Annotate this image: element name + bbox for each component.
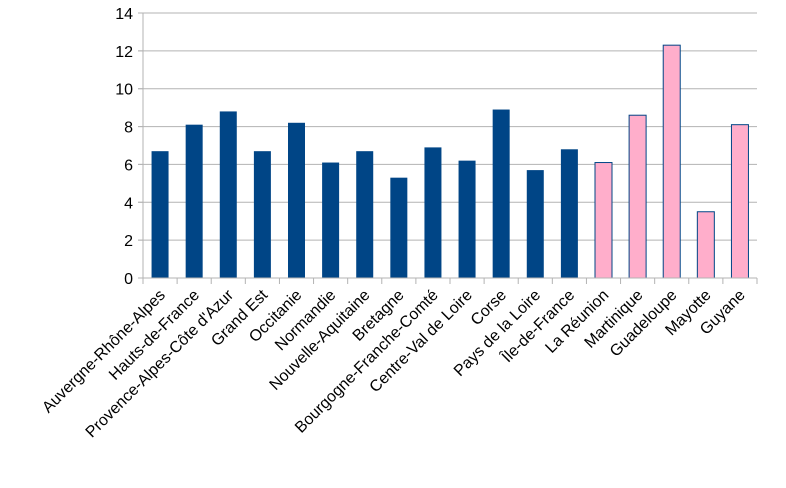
y-tick-label: 8 [124, 120, 133, 137]
bar-nouvelle-aquitaine [356, 151, 374, 278]
y-tick-label: 6 [124, 157, 133, 174]
y-tick-label: 0 [124, 271, 133, 288]
y-axis-tick-labels: 0 2 4 6 8 10 12 14 [115, 6, 133, 288]
y-tick-label: 14 [115, 6, 133, 23]
x-axis-category-labels: Auvergne-Rhône-AlpesHauts-de-FranceProve… [39, 285, 749, 441]
bar-corse [492, 109, 510, 279]
bar-bretagne [390, 177, 408, 278]
bar-mayotte [696, 211, 715, 279]
y-tick-label: 10 [115, 82, 133, 99]
bar-hauts-de-france [185, 124, 203, 278]
x-category-label: Provence-Alpes-Côte d'Azur [83, 286, 238, 441]
y-tick-label: 2 [124, 233, 133, 250]
bar-guyane [730, 124, 749, 279]
y-tick-label: 4 [124, 195, 133, 212]
bar-pays-de-la-loire [526, 170, 544, 278]
bar-auvergne-rhone-alpes [151, 151, 169, 278]
bar-guadeloupe [662, 44, 681, 279]
bar-martinique [628, 114, 647, 279]
bar-bourgogne-franche-comte [424, 147, 442, 278]
bar-normandie [322, 162, 340, 278]
bar-provence-alpes-cote-d-azur [219, 111, 237, 278]
bars [151, 44, 749, 279]
gridlines [138, 12, 757, 241]
axes [138, 12, 758, 284]
bar-grand-est [253, 151, 271, 278]
bar-occitanie [288, 122, 305, 279]
bar-centre-val-de-loire [458, 160, 476, 278]
bar-la-reunion [594, 162, 613, 279]
bar-ile-de-france [560, 149, 578, 278]
y-tick-label: 12 [115, 44, 133, 61]
